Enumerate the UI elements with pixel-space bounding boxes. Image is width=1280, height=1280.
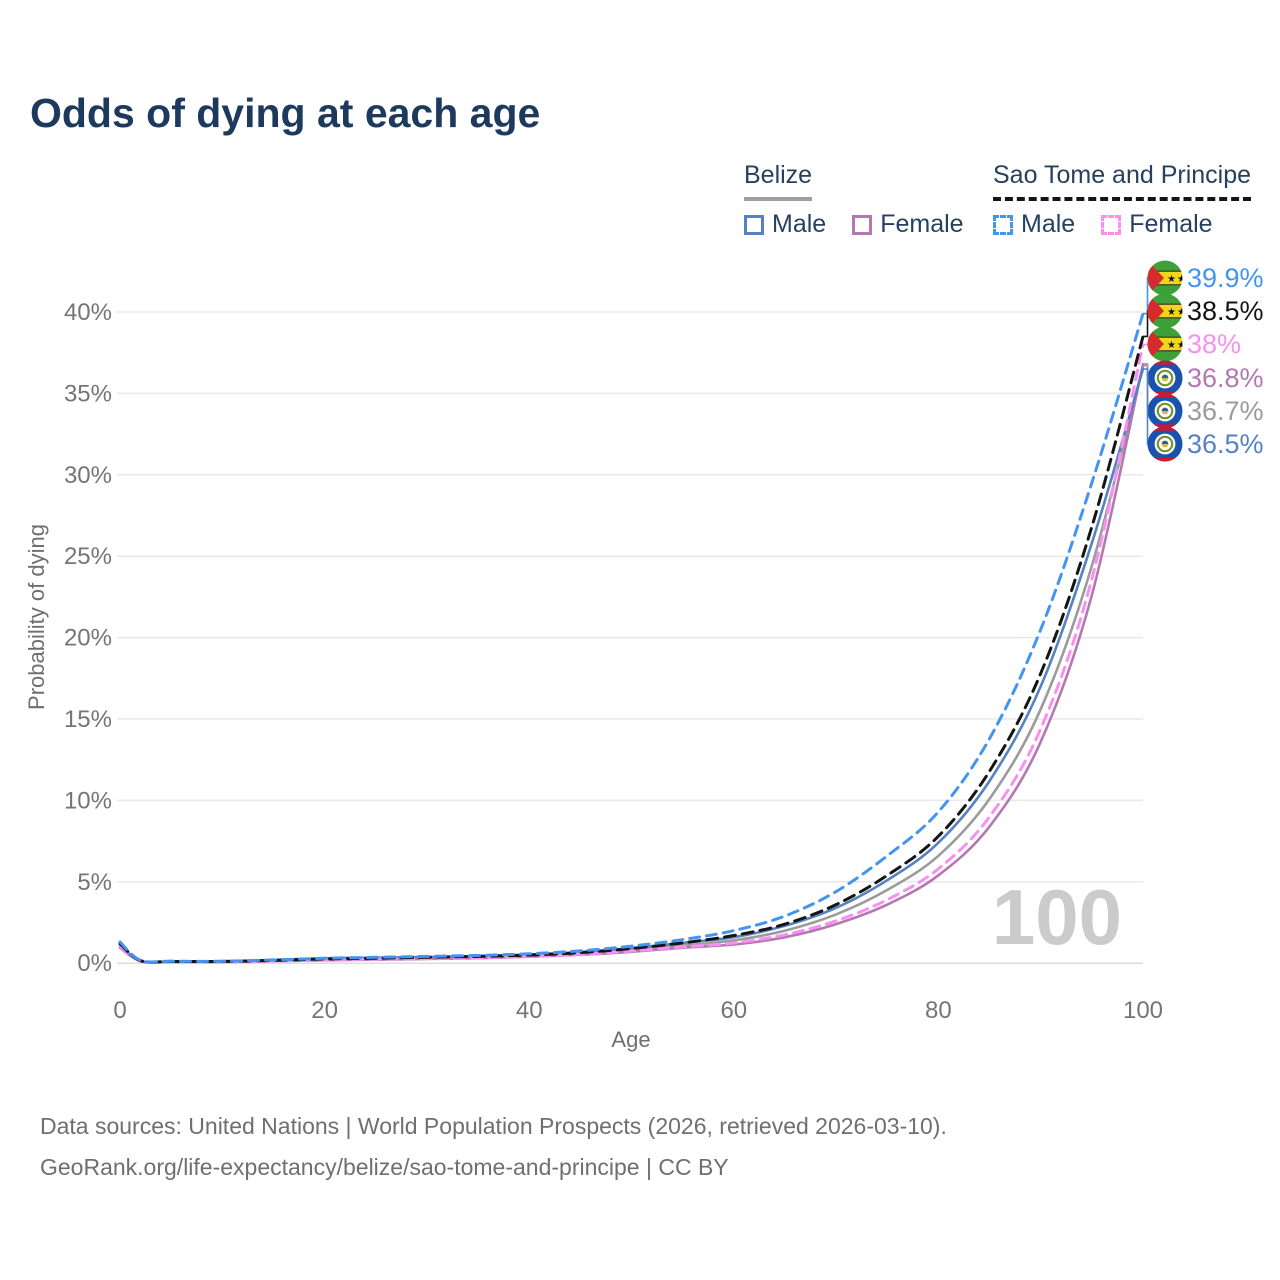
footer-data-sources: Data sources: United Nations | World Pop… [40, 1113, 947, 1139]
legend-group-belize: Belize Male Female [744, 161, 982, 239]
x-tick-100: 100 [1123, 997, 1163, 1024]
legend-swatch-belize-female[interactable] [852, 214, 873, 235]
series-line-belize_male[interactable] [118, 367, 1145, 964]
x-tick-40: 40 [516, 997, 543, 1024]
legend-swatch-sao-tome-female[interactable] [1101, 214, 1122, 235]
end-label-stp_female: ★★ 38% [1147, 326, 1241, 362]
y-tick-25: 25% [64, 543, 112, 570]
footer-attribution: GeoRank.org/life-expectancy/belize/sao-t… [40, 1154, 729, 1180]
end-label-value-stp_male: 39.9% [1187, 263, 1264, 293]
svg-text:★★: ★★ [1167, 274, 1187, 285]
grid-layer [117, 311, 1143, 964]
svg-text:★★: ★★ [1167, 307, 1187, 318]
y-tick-20: 20% [64, 625, 112, 652]
end-label-layer: ★★ 39.9%★★ 38.5%★★ 38%36.8%36.7%36.5% [1143, 260, 1264, 462]
y-tick-35: 35% [64, 380, 112, 407]
y-tick-10: 10% [64, 787, 112, 814]
legend-country-sao-tome[interactable]: Sao Tome and Principe [993, 161, 1252, 201]
end-label-value-stp_both: 38.5% [1187, 296, 1264, 326]
y-tick-40: 40% [64, 299, 112, 326]
legend-swatch-sao-tome-male[interactable] [993, 214, 1013, 235]
y-tick-30: 30% [64, 462, 112, 489]
flag-sao-tome-and-principe-icon: ★★ [1147, 260, 1187, 296]
y-axis-title: Probability of dying [24, 524, 49, 710]
svg-text:★★: ★★ [1167, 340, 1187, 351]
end-label-value-belize_male: 36.5% [1187, 429, 1264, 459]
series-line-stp_both[interactable] [118, 334, 1145, 964]
end-label-belize_both: 36.7% [1147, 393, 1264, 429]
x-tick-60: 60 [720, 997, 747, 1024]
tick-layer: 0% 5% 10% 15% 20% 25% 30% 35% 40% 0 20 40 60 80 100 [64, 299, 1163, 1024]
end-label-value-stp_female: 38% [1187, 329, 1241, 359]
flag-belize-icon [1147, 393, 1183, 429]
hover-age-watermark: 100 [992, 873, 1122, 961]
x-axis-title: Age [611, 1027, 650, 1052]
x-tick-0: 0 [113, 997, 126, 1024]
y-tick-0: 0% [77, 950, 112, 977]
series-line-stp_female[interactable] [118, 343, 1145, 964]
end-label-stp_both: ★★ 38.5% [1147, 293, 1264, 329]
legend-label-sao-tome-male[interactable]: Male [1021, 210, 1076, 238]
flag-belize-icon [1147, 426, 1183, 462]
legend-label-sao-tome-female[interactable]: Female [1129, 210, 1213, 238]
legend-label-belize-female[interactable]: Female [880, 210, 964, 238]
series-layer [118, 312, 1145, 964]
end-label-stp_male: ★★ 39.9% [1147, 260, 1264, 296]
x-tick-80: 80 [925, 997, 952, 1024]
page-title: Odds of dying at each age [30, 90, 541, 136]
legend-label-belize-male[interactable]: Male [772, 210, 827, 238]
end-label-value-belize_female: 36.8% [1187, 363, 1264, 393]
legend-group-sao-tome: Sao Tome and Principe Male Female [993, 161, 1252, 239]
y-tick-15: 15% [64, 706, 112, 733]
y-tick-5: 5% [77, 869, 112, 896]
footer: Data sources: United Nations | World Pop… [40, 1106, 947, 1188]
flag-belize-icon [1147, 360, 1183, 396]
legend-swatch-belize-male[interactable] [744, 214, 764, 235]
end-label-belize_male: 36.5% [1147, 426, 1264, 462]
series-line-belize_female[interactable] [118, 362, 1145, 964]
end-label-value-belize_both: 36.7% [1187, 396, 1264, 426]
end-label-belize_female: 36.8% [1147, 360, 1264, 396]
flag-sao-tome-and-principe-icon: ★★ [1147, 293, 1187, 329]
legend-country-belize[interactable]: Belize [744, 161, 813, 201]
x-tick-20: 20 [311, 997, 338, 1024]
flag-sao-tome-and-principe-icon: ★★ [1147, 326, 1187, 362]
series-line-belize_both[interactable] [118, 364, 1145, 964]
series-line-stp_male[interactable] [118, 312, 1145, 964]
